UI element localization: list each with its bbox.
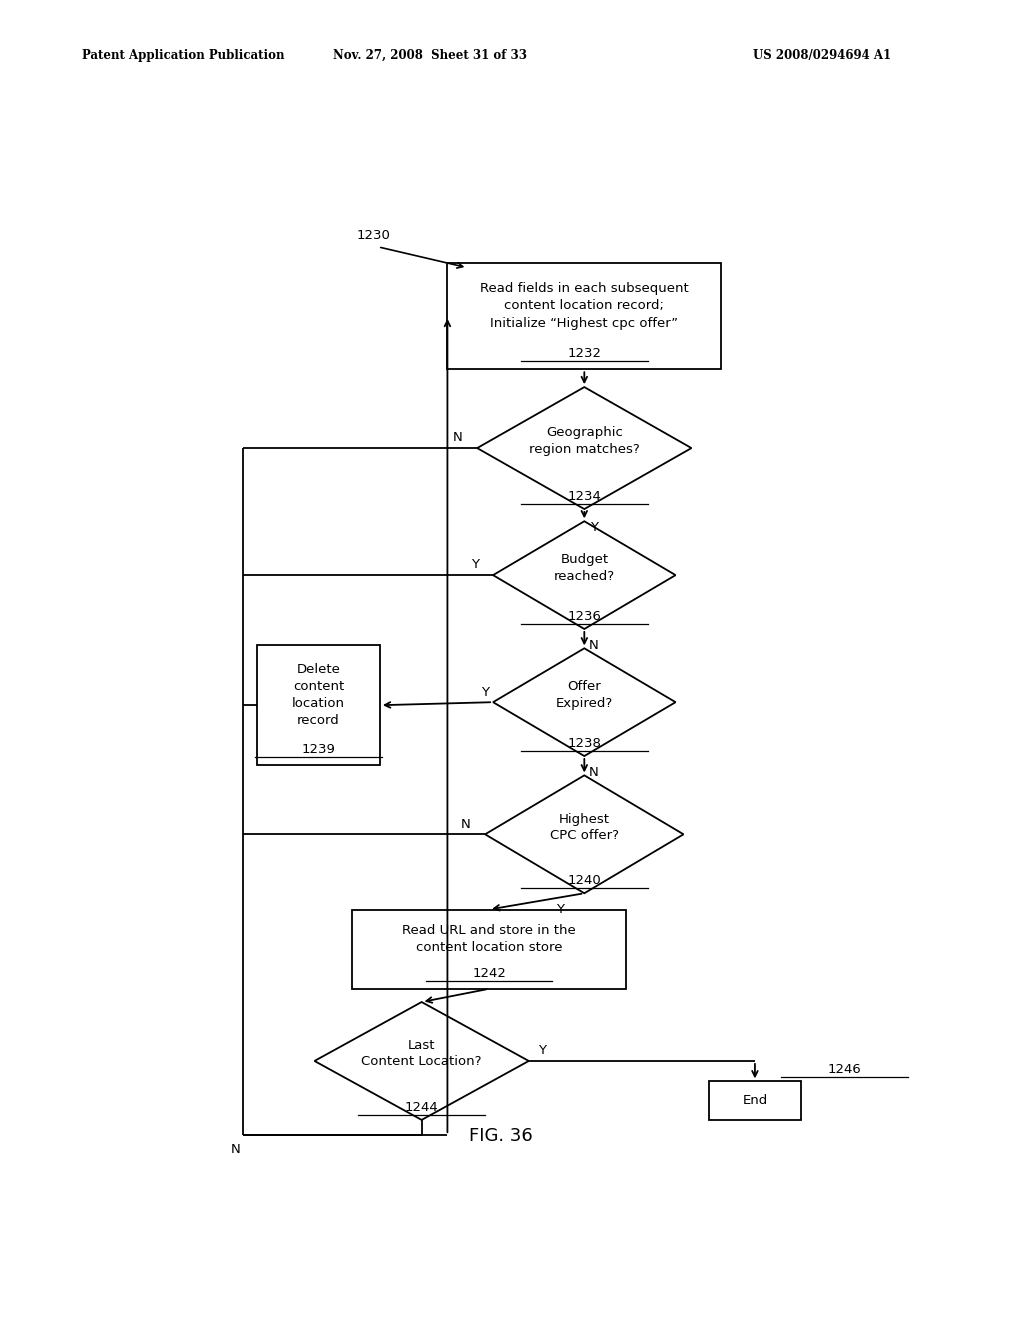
Text: reached?: reached? [554, 570, 614, 582]
Text: 1232: 1232 [567, 347, 601, 360]
Text: N: N [589, 639, 599, 652]
Text: Initialize “Highest cpc offer”: Initialize “Highest cpc offer” [490, 317, 678, 330]
FancyBboxPatch shape [352, 909, 626, 989]
Text: 1240: 1240 [567, 874, 601, 887]
Text: content location record;: content location record; [505, 300, 665, 313]
Text: N: N [230, 1143, 240, 1156]
Text: Last: Last [408, 1039, 435, 1052]
Text: Y: Y [481, 685, 489, 698]
Text: record: record [297, 714, 340, 727]
Polygon shape [494, 521, 676, 630]
Text: Patent Application Publication: Patent Application Publication [82, 49, 285, 62]
Text: Y: Y [556, 903, 564, 916]
Text: Expired?: Expired? [556, 697, 613, 710]
Text: location: location [292, 697, 345, 710]
Text: FIG. 36: FIG. 36 [469, 1127, 532, 1146]
Text: 1236: 1236 [567, 610, 601, 623]
Text: 1239: 1239 [301, 743, 336, 756]
Text: Nov. 27, 2008  Sheet 31 of 33: Nov. 27, 2008 Sheet 31 of 33 [333, 49, 527, 62]
Text: Read URL and store in the: Read URL and store in the [402, 924, 575, 937]
FancyBboxPatch shape [710, 1081, 801, 1119]
Text: Content Location?: Content Location? [361, 1056, 482, 1068]
Text: 1238: 1238 [567, 737, 601, 750]
Polygon shape [314, 1002, 528, 1119]
Text: 1242: 1242 [472, 966, 506, 979]
Text: content location store: content location store [416, 941, 562, 954]
Text: content: content [293, 680, 344, 693]
Text: 1234: 1234 [567, 490, 601, 503]
Text: Delete: Delete [297, 663, 340, 676]
Text: Y: Y [590, 521, 598, 535]
FancyBboxPatch shape [447, 263, 721, 370]
Text: US 2008/0294694 A1: US 2008/0294694 A1 [753, 49, 891, 62]
Text: N: N [461, 817, 471, 830]
Text: End: End [742, 1094, 768, 1107]
Text: CPC offer?: CPC offer? [550, 829, 618, 842]
Text: Read fields in each subsequent: Read fields in each subsequent [480, 282, 689, 294]
Text: Budget: Budget [560, 553, 608, 566]
FancyBboxPatch shape [257, 645, 380, 766]
Text: 1230: 1230 [356, 228, 390, 242]
Text: Highest: Highest [559, 813, 610, 825]
Polygon shape [494, 648, 676, 756]
Text: 1244: 1244 [404, 1101, 438, 1114]
Text: 1246: 1246 [827, 1063, 861, 1076]
Text: Y: Y [471, 558, 479, 572]
Polygon shape [477, 387, 691, 510]
Text: Offer: Offer [567, 680, 601, 693]
Text: N: N [454, 432, 463, 445]
Text: region matches?: region matches? [529, 442, 640, 455]
Text: N: N [589, 766, 599, 779]
Polygon shape [485, 775, 684, 894]
Text: Geographic: Geographic [546, 426, 623, 440]
Text: Y: Y [539, 1044, 546, 1057]
